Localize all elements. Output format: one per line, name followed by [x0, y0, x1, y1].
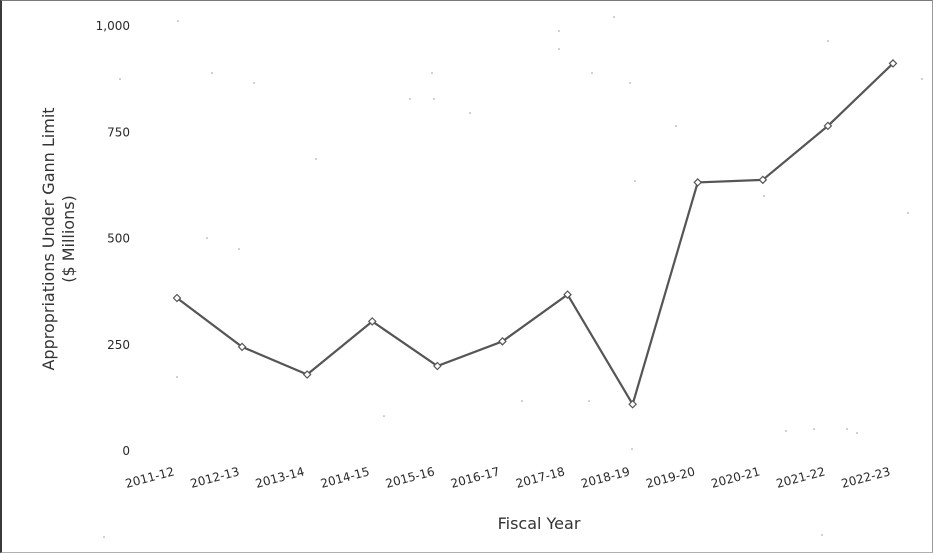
y-tick-label: 250	[107, 338, 130, 352]
speck	[558, 48, 560, 50]
speck	[315, 158, 317, 160]
speck	[253, 82, 255, 84]
speck	[629, 82, 631, 84]
speck	[588, 400, 590, 402]
x-tick-label: 2017-18	[514, 464, 566, 491]
speck	[846, 428, 848, 430]
data-point	[433, 361, 442, 371]
series-line	[176, 62, 894, 407]
speck	[921, 78, 923, 80]
data-point	[758, 175, 768, 185]
speck	[119, 78, 121, 80]
data-point	[563, 290, 572, 299]
data-point	[498, 337, 507, 346]
y-axis-title-line2: ($ Millions)	[59, 195, 78, 283]
x-tick-label: 2014-15	[319, 464, 371, 491]
data-point	[888, 59, 898, 68]
speck	[763, 195, 765, 197]
speck	[813, 428, 815, 430]
speck	[238, 248, 240, 250]
speck	[206, 237, 208, 239]
speck	[521, 400, 523, 402]
data-point	[237, 342, 247, 352]
x-tick-label: 2018-19	[579, 464, 631, 491]
data-point	[693, 178, 703, 187]
x-tick-label: 2019-20	[644, 464, 696, 491]
data-point	[302, 370, 312, 379]
speck	[785, 430, 787, 432]
data-point	[172, 293, 182, 303]
speck	[211, 72, 213, 74]
speck	[469, 112, 471, 114]
speck	[177, 20, 179, 22]
y-axis-title-line1: Appropriations Under Gann Limit	[39, 107, 58, 370]
x-tick-label: 2015-16	[384, 464, 436, 491]
speck	[821, 534, 823, 536]
y-axis-ticks: 0 250 500 750 1,000	[96, 19, 130, 458]
x-tick-label: 2022-23	[840, 464, 892, 491]
data-point	[367, 317, 377, 326]
x-tick-label: 2020-21	[710, 464, 762, 491]
speck	[827, 40, 829, 42]
x-tick-label: 2013-14	[254, 464, 306, 491]
speck	[591, 72, 593, 74]
y-tick-label: 750	[107, 125, 130, 139]
speck	[856, 432, 858, 434]
data-point	[823, 121, 833, 131]
x-axis-ticks: 2011-12 2012-13 2013-14 2014-15 2015-16 2016-…	[124, 464, 892, 491]
series-group	[172, 59, 898, 409]
speck	[383, 415, 385, 417]
speck	[558, 30, 560, 32]
x-tick-label: 2021-22	[775, 464, 827, 491]
y-tick-label: 500	[107, 232, 130, 246]
speck	[613, 16, 615, 18]
y-tick-label: 0	[122, 444, 130, 458]
speck	[409, 98, 411, 100]
speck	[675, 125, 677, 127]
x-tick-label: 2011-12	[124, 464, 176, 491]
x-tick-label: 2016-17	[449, 464, 501, 491]
speck	[907, 212, 909, 214]
speck	[431, 72, 433, 74]
speck	[103, 536, 105, 538]
x-tick-label: 2012-13	[189, 464, 241, 491]
speck	[631, 448, 633, 450]
data-point	[628, 399, 637, 409]
speck	[634, 180, 636, 182]
speck	[176, 376, 178, 378]
scan-specks	[103, 16, 923, 538]
speck	[433, 98, 435, 100]
y-tick-label: 1,000	[96, 19, 130, 33]
x-axis-title: Fiscal Year	[498, 514, 581, 533]
